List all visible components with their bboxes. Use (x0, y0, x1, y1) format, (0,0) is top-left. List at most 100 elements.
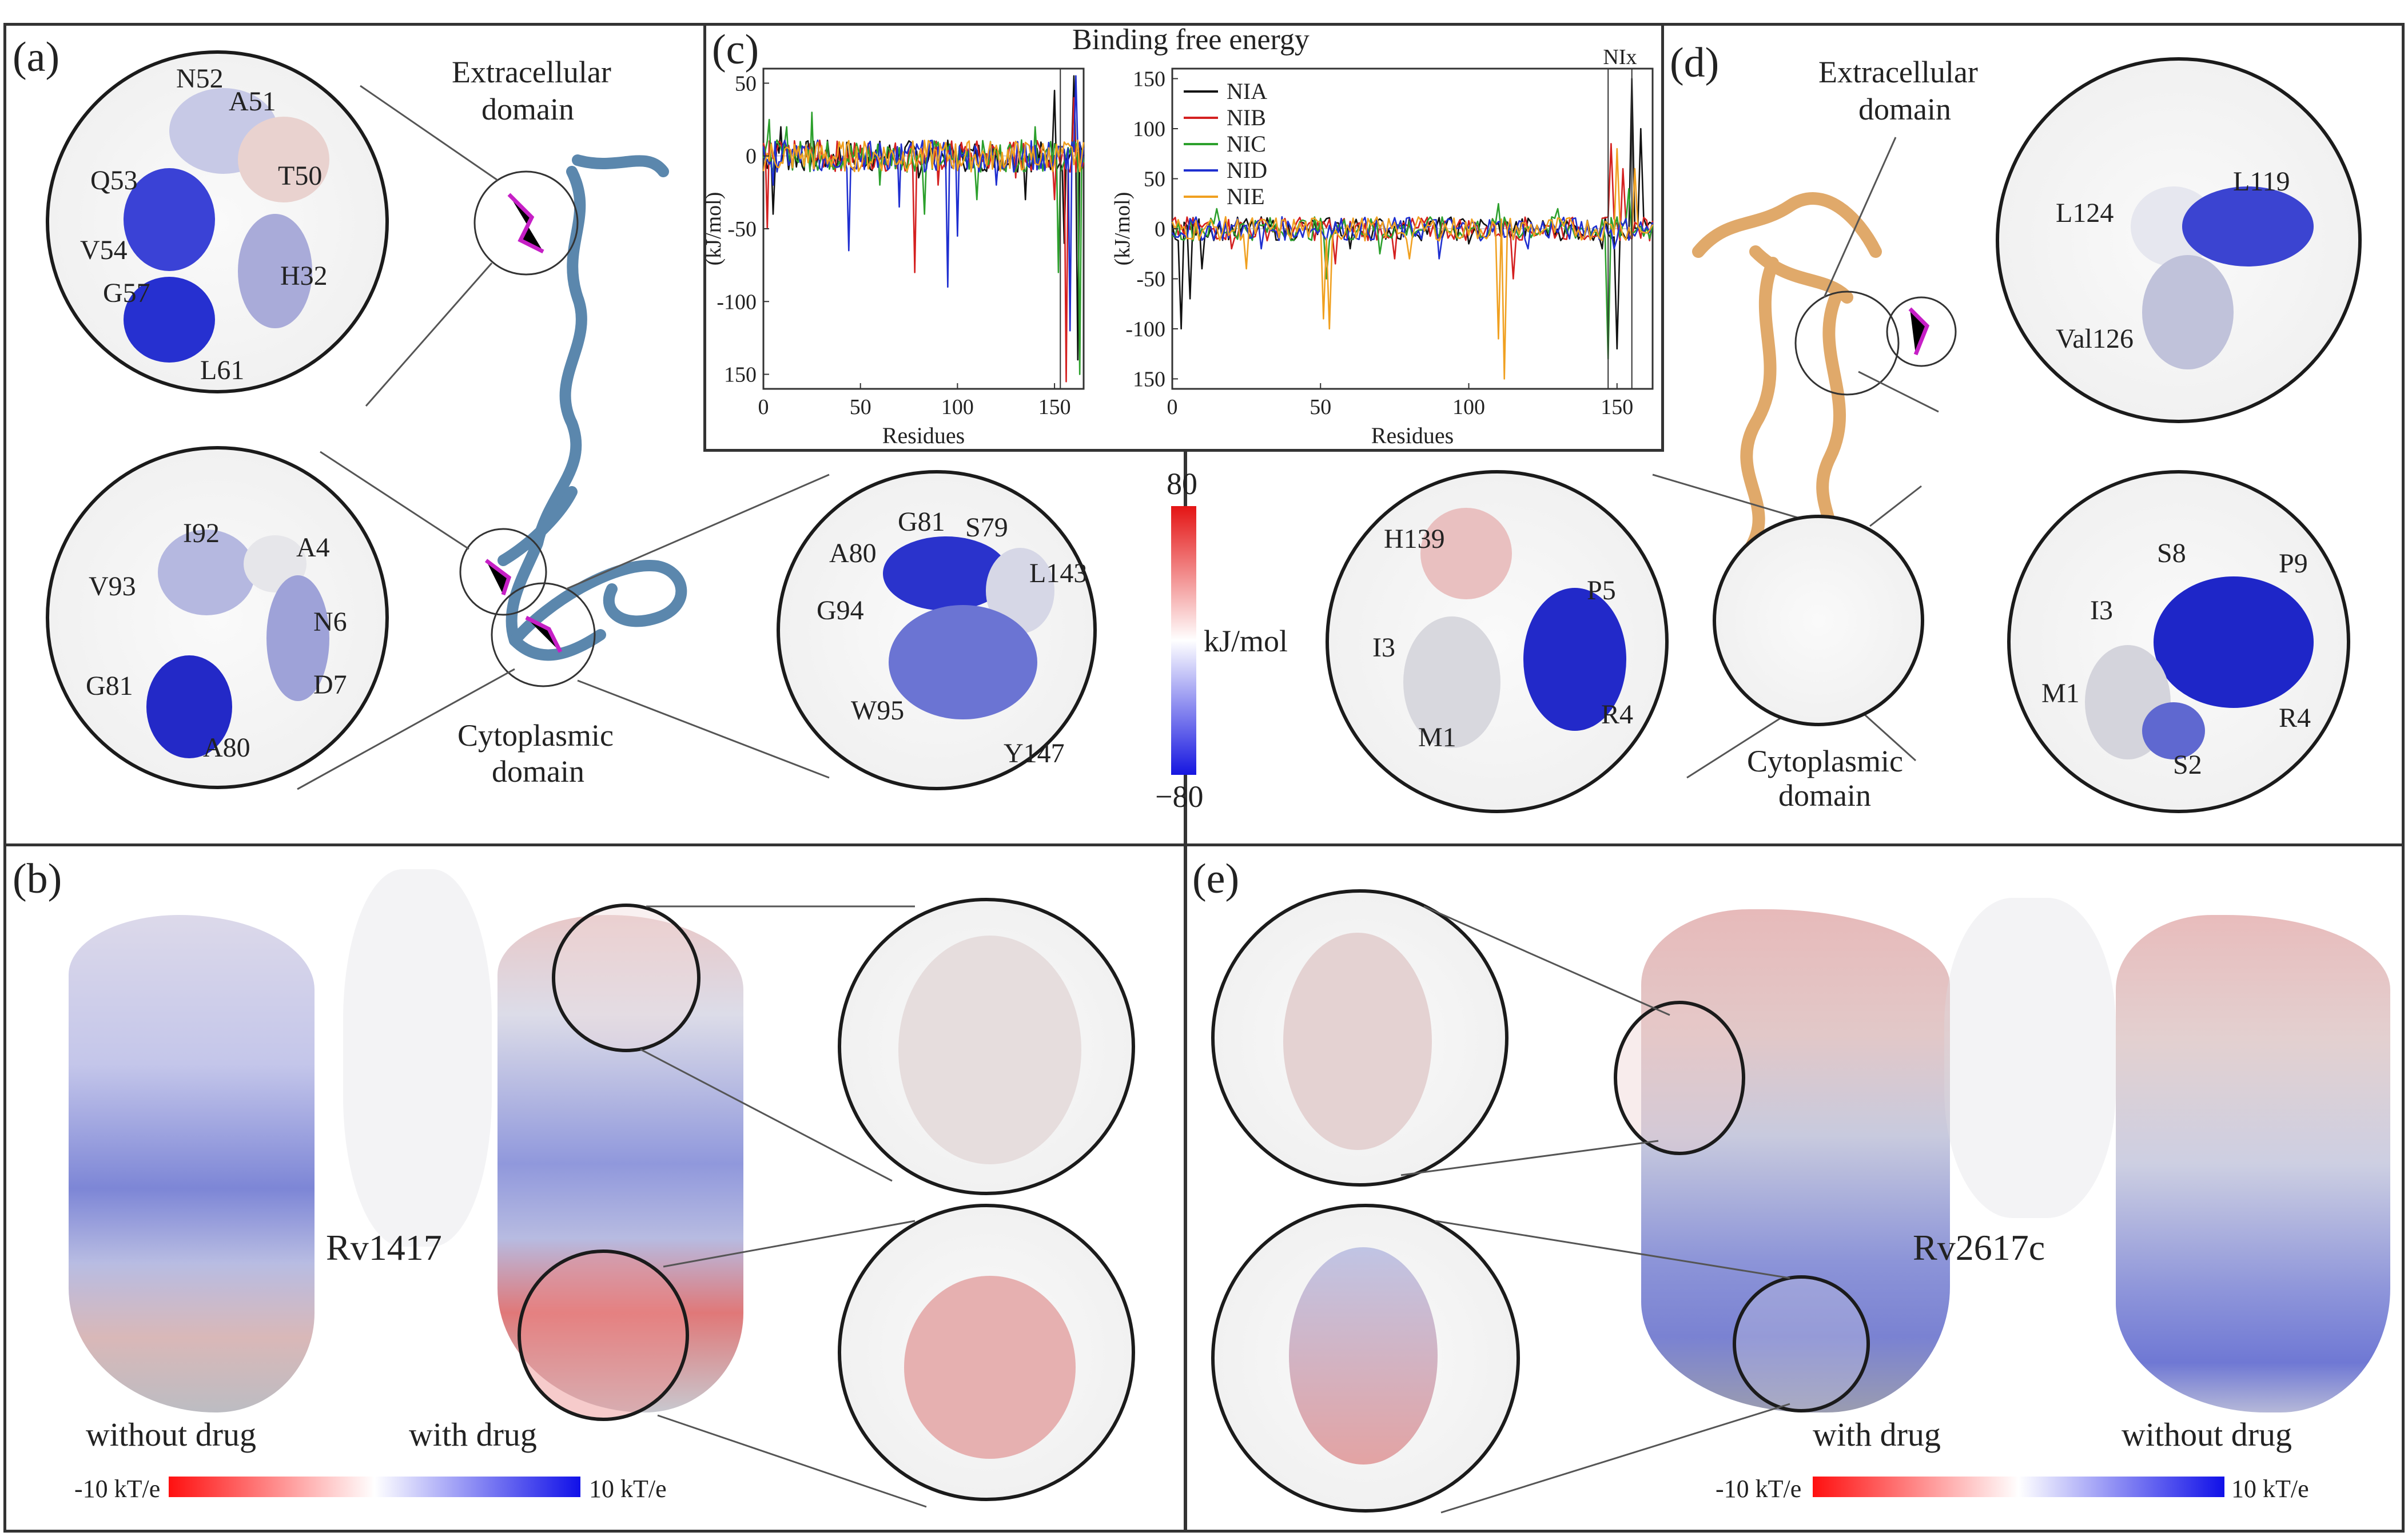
chart-0-series-4 (762, 140, 1085, 173)
e-without-label: without drug (2122, 1416, 2292, 1453)
b-callout-lines (640, 905, 927, 1508)
res-d-right-3: M1 (2041, 678, 2080, 709)
b-zoom-top (552, 904, 700, 1052)
res-a-top-1: A51 (229, 86, 276, 117)
res-a-top-7: L61 (200, 355, 245, 385)
res-d-left-1: P5 (1587, 575, 1616, 606)
a-cytoplasmic-l1: Cytoplasmic (457, 718, 614, 753)
res-a-right-4: G94 (817, 595, 864, 626)
e-ribbon (1944, 898, 2116, 1218)
chart-1-xtick-3: 150 (1601, 395, 1633, 419)
res-d-right-5: S2 (2173, 750, 2202, 780)
center-cbar-unit: kJ/mol (1204, 624, 1288, 658)
panel-label-e: (e) (1192, 855, 1240, 902)
e-surface-without (2116, 915, 2390, 1412)
e-cbar-max: 10 kT/e (2231, 1475, 2309, 1503)
res-a-right-0: G81 (898, 507, 945, 537)
res-d-left-4: R4 (1601, 699, 1634, 730)
chart-legend-label-2: NIC (1227, 131, 1266, 157)
chart-1-ytick-2: 50 (1144, 168, 1165, 192)
chart-1-xtick-1: 50 (1310, 395, 1331, 419)
panel-label-d: (d) (1670, 39, 1720, 86)
res-a-top-6: G57 (103, 278, 150, 308)
e-zoom-small-bottom (1733, 1275, 1870, 1412)
rv1417-cartoon (297, 85, 830, 790)
e-zoom-bottom-large (1211, 1204, 1520, 1513)
chart-0-ytick-3: -100 (717, 290, 757, 314)
d-extracellular-l2: domain (1858, 92, 1951, 126)
d-zoom-extracellular (1996, 57, 2362, 423)
chart-1-xtick-0: 0 (1167, 395, 1178, 419)
center-cbar-max: 80 (1167, 467, 1197, 501)
chart-1-nix-label: NIx (1603, 45, 1637, 69)
res-d-top-1: L119 (2233, 166, 2290, 197)
b-zoom-top-large (838, 898, 1135, 1195)
chart-0-ytick-4: 150 (724, 363, 757, 387)
b-surface-without (69, 915, 315, 1412)
chart-0-ytick-1: 0 (746, 145, 757, 169)
chart-legend-label-3: NID (1227, 157, 1267, 183)
a-zoom-extracellular (46, 50, 389, 393)
b-zoom-bottom-large (838, 1204, 1135, 1501)
res-a-mid-5: D7 (313, 670, 347, 700)
a-zoom-cyto-right (777, 470, 1097, 790)
res-d-left-0: H139 (1384, 524, 1445, 554)
chart-legend-label-1: NIB (1227, 105, 1266, 130)
chart-0-xtick-0: 0 (758, 395, 769, 419)
e-zoom-top-large (1211, 889, 1509, 1187)
e-zoom-small-top (1614, 1001, 1745, 1155)
res-d-top-0: L124 (2056, 198, 2114, 228)
a-cytoplasmic-l2: domain (492, 754, 584, 789)
res-d-right-1: P9 (2279, 548, 2308, 579)
a-extracellular-l2: domain (481, 92, 574, 126)
res-a-mid-1: A4 (296, 532, 330, 563)
center-cbar-min: −80 (1155, 779, 1204, 814)
res-d-right-4: R4 (2279, 703, 2311, 733)
chart-legend-label-0: NIA (1227, 78, 1267, 104)
chart-title: Binding free energy (1072, 23, 1310, 56)
chart-legend-label-4: NIE (1227, 184, 1265, 209)
res-a-right-2: A80 (829, 538, 877, 568)
chart-1-ytick-6: 150 (1133, 368, 1165, 392)
chart-0-xtick-2: 100 (941, 395, 974, 419)
res-a-top-3: T50 (278, 161, 323, 191)
res-a-right-1: S79 (965, 512, 1008, 543)
chart-0-xtick-1: 50 (850, 395, 871, 419)
chart-1-ytick-5: -100 (1125, 317, 1165, 341)
d-cytoplasmic-l2: domain (1778, 778, 1871, 813)
panel-label-a: (a) (13, 34, 60, 81)
chart-0-xtick-3: 150 (1038, 395, 1071, 419)
b-without-label: without drug (86, 1416, 257, 1453)
d-extracellular-l1: Extracellular (1818, 55, 1978, 89)
chart-1-ytick-0: 150 (1133, 67, 1165, 91)
res-a-right-5: W95 (851, 695, 905, 726)
d-zoom-cyto-right (2007, 470, 2350, 813)
res-a-mid-4: G81 (86, 671, 133, 701)
chart-1-series-4 (1171, 148, 1654, 380)
res-a-mid-2: V93 (89, 571, 136, 602)
res-a-mid-3: N6 (313, 607, 347, 637)
res-a-top-4: V54 (80, 235, 128, 265)
res-a-right-6: Y147 (1004, 738, 1065, 769)
b-cbar-min: -10 kT/e (74, 1475, 161, 1503)
chart-1-xtick-2: 100 (1452, 395, 1485, 419)
chart-1-ytick-1: 100 (1133, 117, 1165, 141)
e-protein-label: Rv2617c (1913, 1227, 2045, 1268)
panel-label-b: (b) (13, 855, 62, 902)
e-with-label: with drug (1813, 1416, 1941, 1453)
d-cytoplasmic-l1: Cytoplasmic (1747, 744, 1903, 778)
res-a-top-2: Q53 (90, 165, 138, 196)
e-callout-lines (1400, 905, 1790, 1514)
a-extracellular-l1: Extracellular (452, 55, 611, 89)
res-d-left-3: M1 (1418, 722, 1456, 753)
res-a-mid-0: I92 (183, 518, 220, 548)
chart-0-xlabel: Residues (882, 423, 965, 448)
panel-e-frame (1184, 843, 2405, 1533)
d-zoom-cyto-left (1326, 470, 1669, 813)
center-colorbar (1171, 506, 1196, 775)
panel-label-c: (c) (712, 26, 759, 73)
b-protein-label: Rv1417 (326, 1227, 442, 1268)
chart-0-ytick-0: 50 (735, 71, 757, 95)
binding-energy-chart: 0 50 100 150 50 0 -50 -100 150 Residues (kJ/mol) 0 5… (703, 45, 1654, 448)
res-d-right-0: S8 (2157, 538, 2186, 568)
